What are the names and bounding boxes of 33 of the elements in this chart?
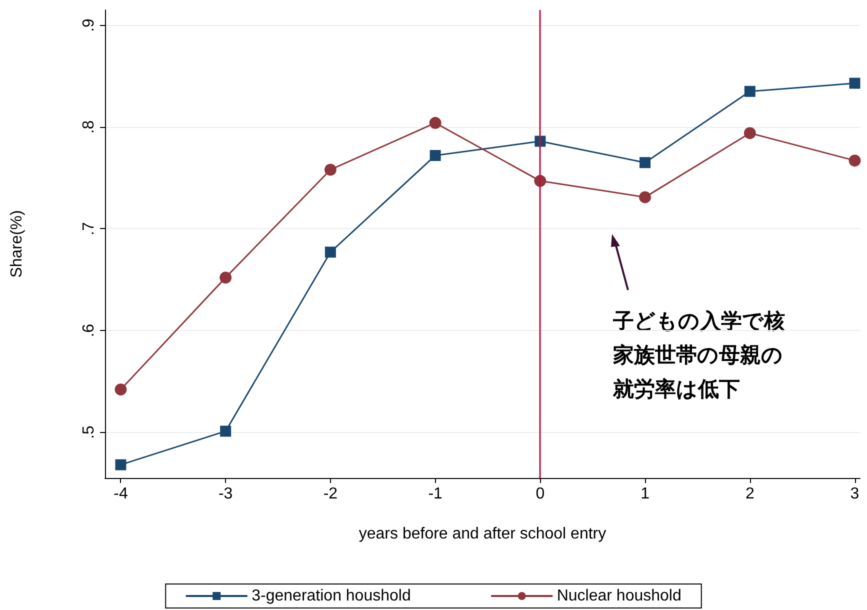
x-axis-title: years before and after school entry	[358, 526, 606, 542]
y-tick-label: .5	[80, 425, 98, 439]
x-tick-label: -1	[428, 486, 443, 502]
point	[744, 127, 756, 140]
y-tick-label: .8	[80, 120, 98, 134]
legend-label: Nuclear houshold	[556, 588, 682, 604]
point	[115, 459, 126, 470]
legend-label: 3-generation houshold	[252, 588, 411, 604]
point	[220, 426, 232, 437]
point	[114, 383, 127, 396]
y-axis-title: Share(%)	[8, 210, 26, 278]
point	[324, 246, 336, 258]
y-tick-label: .7	[80, 222, 98, 236]
point	[429, 116, 442, 129]
x-tick-label: 1	[640, 486, 650, 502]
annotation: 就労率は低下	[612, 377, 740, 401]
point	[639, 191, 652, 204]
point	[849, 78, 860, 89]
x-tick-label: 2	[745, 486, 754, 502]
annotation: 家族世帯の母親の	[612, 343, 783, 367]
y-tick-label: .6	[80, 324, 98, 338]
point	[324, 164, 336, 176]
x-tick-label: 3	[850, 486, 860, 502]
point	[640, 157, 651, 168]
x-tick-label: -4	[114, 486, 128, 502]
point	[430, 150, 441, 161]
x-tick-label: 0	[536, 486, 545, 502]
x-tick-label: -3	[218, 486, 233, 502]
point	[220, 272, 232, 284]
point	[848, 154, 861, 167]
x-tick-label: -2	[323, 486, 338, 502]
y-tick-label: .9	[80, 18, 98, 32]
point	[744, 86, 756, 97]
